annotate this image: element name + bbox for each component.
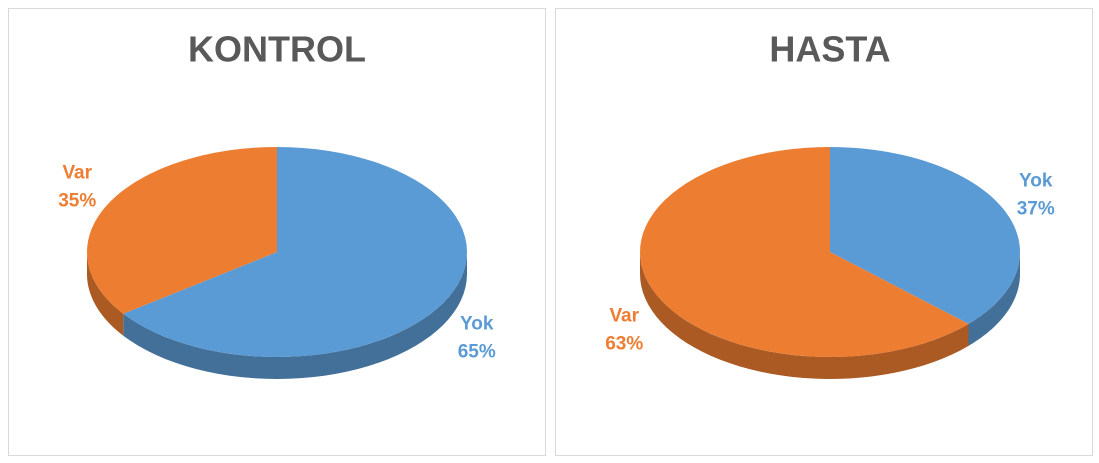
chart-title: HASTA xyxy=(769,29,890,70)
slice xyxy=(123,147,467,357)
data-label-category: Var xyxy=(62,163,92,184)
data-label-value: 35% xyxy=(58,191,96,212)
slice xyxy=(830,147,1020,324)
slice-side xyxy=(968,252,1020,346)
slice xyxy=(640,147,969,357)
data-label-category: Var xyxy=(609,305,639,326)
data-label-value: 63% xyxy=(605,333,643,354)
slice-side xyxy=(640,252,969,379)
slice-side xyxy=(87,252,124,336)
slice xyxy=(87,147,278,314)
data-label-category: Yok xyxy=(1019,171,1053,192)
data-label-value: 65% xyxy=(458,341,496,362)
chart-title: KONTROL xyxy=(188,29,366,70)
data-label-value: 37% xyxy=(1017,199,1055,220)
slice-side xyxy=(123,252,467,379)
data-label-category: Yok xyxy=(460,313,494,334)
